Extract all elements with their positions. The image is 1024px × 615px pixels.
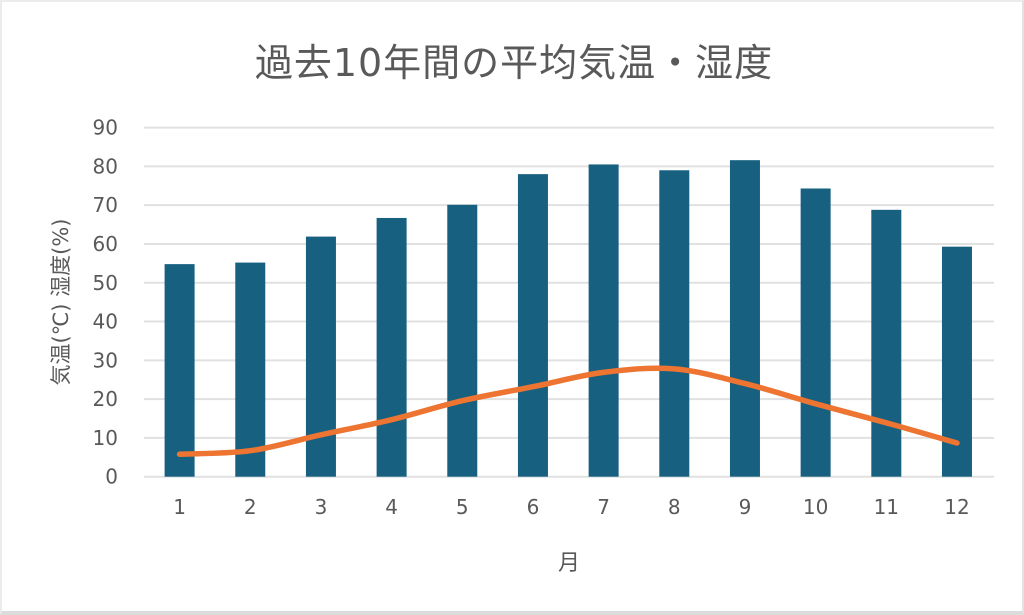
x-tick-label: 7 [597, 495, 610, 519]
y-tick-label: 0 [105, 465, 118, 489]
humidity-bar [800, 188, 831, 477]
y-tick-label: 40 [93, 310, 118, 334]
y-tick-label: 30 [93, 348, 118, 372]
x-tick-label: 3 [315, 495, 328, 519]
x-tick-label: 10 [803, 495, 828, 519]
y-tick-label: 50 [93, 271, 118, 295]
y-tick-label: 80 [93, 154, 118, 178]
x-tick-label: 5 [456, 495, 469, 519]
x-tick-label: 11 [874, 495, 899, 519]
x-tick-label: 2 [244, 495, 257, 519]
x-tick-label: 9 [739, 495, 752, 519]
y-tick-label: 90 [93, 116, 118, 140]
humidity-bar [588, 164, 619, 477]
chart-title: 過去10年間の平均気温・湿度 [254, 41, 774, 85]
humidity-bar [235, 262, 266, 477]
y-tick-label: 70 [93, 193, 118, 217]
x-tick-label: 12 [944, 495, 969, 519]
humidity-bar [376, 217, 407, 477]
x-tick-label: 6 [527, 495, 540, 519]
humidity-bar [447, 204, 478, 477]
temperature-line-path [176, 365, 960, 457]
humidity-bar [305, 236, 336, 477]
humidity-bars [164, 160, 972, 477]
x-axis-title: 月 [557, 551, 580, 576]
y-tick-label: 20 [93, 387, 118, 411]
y-tick-label: 60 [93, 232, 118, 256]
y-tick-label: 10 [93, 426, 118, 450]
humidity-bar [517, 174, 548, 477]
gridlines [144, 126, 994, 478]
x-tick-labels: 1 2 3 4 5 6 7 8 9 10 11 12 [173, 495, 969, 519]
x-tick-label: 1 [173, 495, 186, 519]
humidity-bar [164, 264, 195, 477]
humidity-bar [729, 160, 760, 477]
humidity-bar [659, 170, 690, 477]
x-tick-label: 4 [385, 495, 398, 519]
y-tick-labels: 0 10 20 30 40 50 60 70 80 90 [93, 116, 118, 489]
x-tick-label: 8 [668, 495, 681, 519]
temperature-line [176, 365, 960, 457]
humidity-bar [871, 209, 902, 477]
